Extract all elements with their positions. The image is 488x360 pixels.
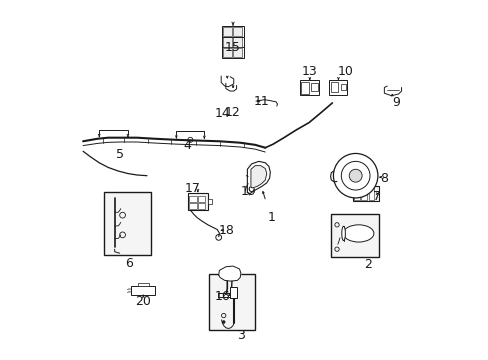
Bar — [233, 37, 242, 46]
Bar — [104, 192, 150, 255]
Text: 16: 16 — [215, 290, 230, 303]
Bar — [187, 193, 207, 210]
Bar — [361, 188, 366, 200]
Text: 10: 10 — [337, 65, 353, 78]
Bar — [138, 283, 148, 286]
Polygon shape — [218, 266, 241, 281]
Bar — [223, 27, 232, 36]
Text: 1: 1 — [267, 211, 275, 224]
Bar — [218, 293, 233, 297]
Bar — [233, 27, 242, 36]
Text: 3: 3 — [237, 329, 244, 342]
Bar — [131, 286, 155, 295]
Bar — [208, 274, 255, 330]
Bar — [353, 188, 359, 200]
Text: 2: 2 — [364, 258, 371, 271]
Polygon shape — [247, 161, 270, 194]
Bar — [340, 84, 346, 90]
Text: 13: 13 — [301, 65, 316, 78]
Bar — [222, 26, 244, 37]
Bar — [198, 203, 205, 209]
Bar — [233, 48, 242, 57]
Circle shape — [348, 169, 362, 182]
Bar — [207, 199, 212, 204]
Text: 6: 6 — [125, 257, 133, 270]
Bar — [301, 82, 309, 94]
Bar — [230, 287, 237, 298]
Bar — [223, 37, 232, 46]
Text: 18: 18 — [218, 224, 234, 238]
Bar — [330, 214, 378, 257]
Text: 7: 7 — [372, 190, 381, 203]
Text: 4: 4 — [183, 139, 191, 152]
Bar — [330, 82, 338, 93]
Bar — [329, 80, 346, 95]
Polygon shape — [250, 166, 266, 188]
Bar — [198, 196, 205, 202]
Circle shape — [333, 153, 377, 198]
Text: 20: 20 — [135, 295, 151, 308]
Bar — [189, 203, 196, 209]
Text: 12: 12 — [224, 106, 241, 119]
Circle shape — [222, 320, 224, 323]
Text: 19: 19 — [240, 185, 255, 198]
Bar — [352, 186, 378, 201]
Ellipse shape — [341, 226, 345, 240]
Bar — [222, 47, 244, 58]
Ellipse shape — [343, 225, 373, 242]
Bar — [368, 188, 373, 200]
Bar — [299, 80, 319, 95]
Text: 17: 17 — [184, 183, 200, 195]
Bar — [222, 37, 244, 47]
Text: 15: 15 — [224, 41, 241, 54]
Text: 11: 11 — [253, 95, 269, 108]
Text: 9: 9 — [391, 96, 399, 109]
Text: 8: 8 — [379, 172, 387, 185]
Bar — [310, 83, 317, 91]
Text: 5: 5 — [116, 148, 123, 161]
Bar — [223, 48, 232, 57]
Bar — [189, 196, 196, 202]
Text: 14: 14 — [214, 107, 230, 120]
